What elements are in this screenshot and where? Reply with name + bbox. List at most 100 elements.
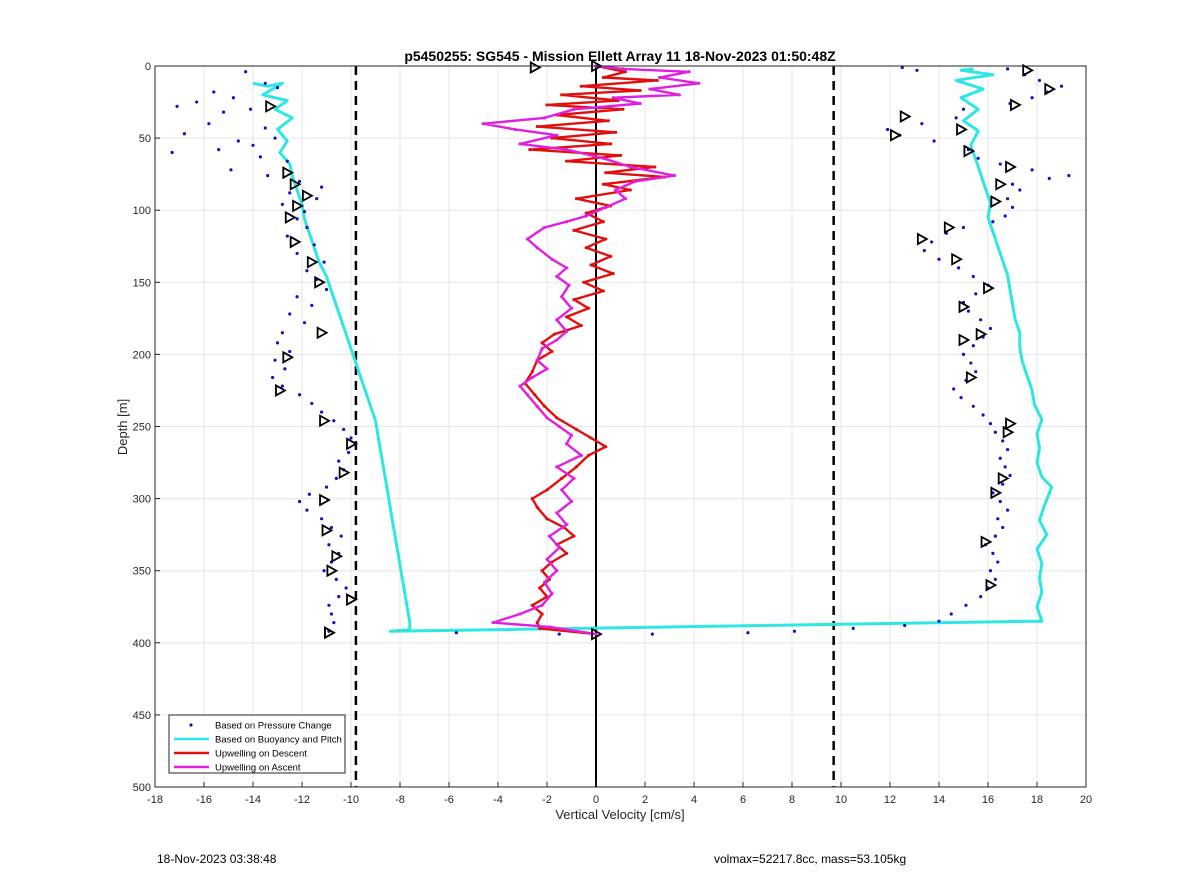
series-vertex [638,88,642,93]
triangle-marker [338,466,351,480]
series-vertex [555,465,559,469]
pressure-point [332,419,336,423]
series-vertex [538,626,542,630]
series-vertex [481,122,485,126]
pressure-point [295,295,299,299]
x-tick-label: -18 [147,794,163,806]
pressure-point [302,210,307,214]
triangle-marker [890,128,902,142]
pressure-point [792,629,797,633]
series-vertex [565,442,569,446]
pressure-point [1067,173,1071,178]
x-tick-label: 16 [982,794,994,806]
pressure-point [212,90,216,94]
y-tick-label: 500 [133,782,151,794]
pressure-point [954,116,958,120]
pressure-point [295,217,299,221]
series-vertex [530,497,534,501]
series-vertex [604,237,608,241]
pressure-point [288,312,292,316]
series-vertex [518,142,522,146]
triangle-marker [292,199,304,213]
x-tick-label: 12 [884,794,896,806]
pressure-point [275,86,280,90]
series-vertex [535,358,539,362]
pressure-point [288,349,292,354]
series-vertex [587,306,591,310]
triangle-marker [316,326,329,340]
legend-box [168,714,346,774]
pressure-point [320,517,324,521]
legend-label: Upwelling on Ascent [215,763,301,774]
series-vertex [560,93,564,97]
pressure-point [1001,482,1005,486]
series-vertex [555,416,559,420]
series-vertex [545,416,549,420]
series-vertex [584,211,588,215]
pressure-point [922,248,926,253]
pressure-point [217,148,221,152]
pressure-point [1018,188,1022,192]
pressure-point [971,404,975,408]
series-vertex [535,404,539,408]
x-tick-label: 2 [642,794,648,806]
triangle-marker [301,189,314,203]
series-vertex [606,119,610,123]
pressure-point [952,387,956,391]
y-tick-label: 450 [133,710,151,722]
series-vertex [540,603,544,607]
series-vertex [540,347,544,351]
footer-glider-params: volmax=52217.8cc, mass=53.105kg [714,852,907,866]
pressure-point [285,159,289,163]
triangle-marker [1005,417,1017,431]
series-group [170,64,1071,636]
triangle-marker [326,564,339,578]
triangle-marker [990,486,1003,500]
pressure-point [305,225,309,230]
series-vertex [653,165,657,169]
series-vertex [604,205,608,209]
pressure-point [961,107,966,111]
pressure-point [1047,176,1051,181]
pressure-point [1010,182,1015,186]
pressure-point [969,361,973,365]
series-vertex [545,103,549,107]
pressure-point [979,318,983,322]
series-vertex [518,612,522,616]
pressure-point [1006,197,1010,201]
triangle-marker [997,471,1010,485]
series-vertex [491,621,495,625]
series-vertex [542,116,547,120]
pressure-point [971,344,975,348]
pressure-point [344,586,348,590]
triangle-marker [1022,63,1035,77]
legend: Based on Pressure Change Based on Buoyanc… [168,714,346,774]
pressure-point [285,234,289,238]
triangle-marker [1005,160,1017,174]
pressure-point [307,492,311,496]
triangle-marker [975,327,988,341]
series-vertex [572,298,576,302]
series-vertex [540,612,544,616]
pressure-point [915,68,919,72]
series-vertex [623,197,628,201]
triangle-marker [916,232,929,246]
triangle-marker [980,535,993,549]
pressure-point [327,543,331,547]
triangle-marker [943,220,956,235]
series-vertex [535,246,539,250]
pressure-point [971,274,975,279]
pressure-point [273,358,277,362]
series-vertex [574,427,579,431]
pressure-point [222,110,226,114]
series-vertex [542,580,547,584]
pressure-point [1006,67,1010,71]
pressure-point [324,287,329,292]
series-vertex [540,341,544,345]
pressure-point [182,132,186,136]
pressure-point [959,396,963,400]
series-vertex [621,67,625,71]
pressure-point [337,459,341,463]
series-vertex [623,70,628,74]
x-tick-label: 6 [740,794,746,806]
